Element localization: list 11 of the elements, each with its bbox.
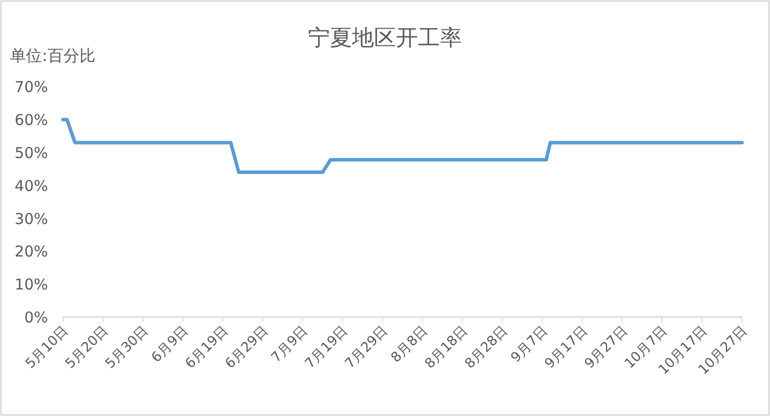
- y-tick-label: 50%: [14, 144, 48, 162]
- y-tick-label: 0%: [24, 308, 48, 326]
- chart-title: 宁夏地区开工率: [308, 26, 462, 51]
- y-tick-label: 40%: [14, 176, 48, 195]
- y-tick-label: 60%: [14, 111, 48, 130]
- y-tick-label: 30%: [14, 210, 48, 228]
- line-series: [61, 118, 744, 174]
- y-tick-label: 10%: [14, 276, 48, 294]
- y-axis-title: 单位:百分比: [10, 46, 96, 65]
- y-tick-label: 20%: [14, 242, 48, 261]
- y-tick-label: 70%: [14, 78, 48, 96]
